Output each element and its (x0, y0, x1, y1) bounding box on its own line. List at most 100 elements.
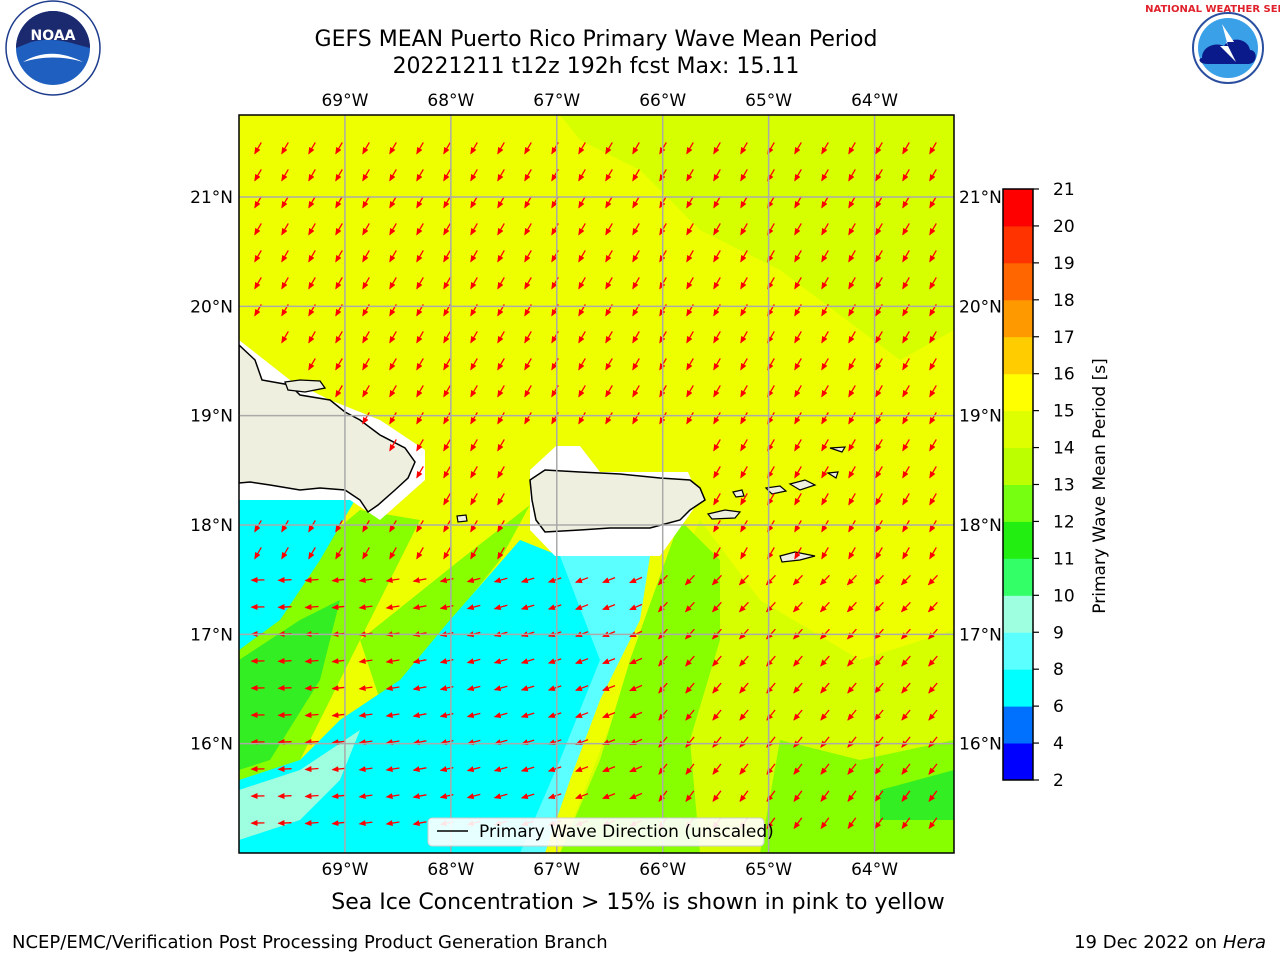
field-13-14-north (560, 115, 954, 360)
wave-arrow (605, 412, 613, 425)
wave-arrow (686, 223, 694, 236)
wave-arrow (578, 250, 586, 263)
wave-arrow (821, 169, 829, 182)
wave-arrow (685, 655, 695, 667)
lat-label-left: 17°N (190, 625, 233, 645)
wave-arrow (412, 712, 427, 719)
wave-arrow (412, 739, 427, 746)
wave-arrow (739, 709, 749, 721)
noaa-logo-text: NOAA (31, 28, 76, 44)
wave-arrow (416, 520, 424, 533)
wave-direction-arrows (250, 142, 938, 830)
wave-arrow (443, 385, 451, 398)
credit-text: NCEP/EMC/Verification Post Processing Pr… (12, 932, 608, 953)
wave-arrow (331, 739, 346, 746)
wave-arrow (254, 169, 262, 182)
wave-arrow (929, 358, 937, 371)
host-name: Hera (1222, 932, 1266, 953)
wave-arrow (493, 793, 508, 800)
wave-arrow (362, 385, 370, 398)
colorbar-tick-label: 8 (1053, 660, 1064, 680)
wave-arrow (929, 223, 937, 236)
land-tortola (788, 479, 817, 491)
wave-arrow (929, 547, 937, 560)
wave-arrow (304, 766, 319, 773)
wave-arrow (308, 142, 316, 155)
colorbar-swatch (1003, 225, 1033, 264)
colorbar-swatch (1003, 558, 1033, 596)
wave-arrow (686, 142, 694, 155)
wave-arrow (362, 547, 370, 560)
wave-arrow (820, 655, 830, 667)
wave-arrow (927, 601, 938, 613)
wave-arrow (335, 385, 343, 398)
wave-arrow (520, 685, 535, 692)
wave-arrow (929, 142, 937, 155)
wave-arrow (602, 576, 616, 584)
wave-period-field (239, 115, 954, 853)
wave-arrow (929, 331, 937, 344)
wave-arrow (412, 685, 427, 692)
wave-arrow (443, 520, 451, 533)
wave-arrow (794, 250, 802, 263)
wave-arrow (605, 331, 613, 344)
wave-arrow (929, 250, 937, 263)
wave-arrow (443, 169, 451, 182)
wave-arrow (385, 685, 400, 692)
wave-arrow (713, 520, 721, 533)
colorbar-swatch (1003, 373, 1033, 412)
wave-arrow (362, 223, 370, 236)
colorbar-swatch (1003, 189, 1033, 227)
wave-arrow (497, 196, 505, 209)
wave-arrow (605, 142, 613, 155)
lon-label-top: 68°W (427, 91, 474, 111)
wave-arrow (470, 223, 478, 236)
lat-label-left: 19°N (190, 407, 233, 427)
wave-arrow (629, 657, 643, 665)
land-culebra (732, 489, 745, 498)
wave-arrow (574, 766, 589, 772)
lon-label-top: 66°W (639, 91, 686, 111)
date-credit: 19 Dec 2022 on Hera (1074, 932, 1266, 953)
wave-arrow (929, 493, 937, 506)
wave-arrow (524, 358, 532, 371)
wave-arrow (520, 712, 535, 719)
wave-arrow (794, 277, 802, 290)
wave-arrow (443, 142, 451, 155)
lon-label-bottom: 69°W (321, 860, 368, 880)
wave-arrow (308, 196, 316, 209)
wave-arrow (385, 604, 400, 611)
wave-arrow (821, 520, 829, 533)
colorbar-swatch (1003, 521, 1033, 559)
wave-arrow (686, 169, 694, 182)
wave-arrow (902, 169, 910, 182)
wave-arrow (875, 385, 883, 398)
wave-arrow (738, 601, 749, 613)
wave-arrow (929, 196, 937, 209)
wave-arrow (602, 792, 616, 800)
wave-arrow (362, 412, 370, 425)
wave-arrow (493, 685, 508, 692)
wave-arrow (524, 385, 532, 398)
wave-arrow (497, 439, 505, 452)
wave-arrow (574, 793, 589, 799)
colorbar-tick-label: 13 (1053, 476, 1075, 496)
arrow-legend: Primary Wave Direction (unscaled) (427, 817, 774, 847)
lat-label-left: 16°N (190, 735, 233, 755)
wave-arrow (335, 520, 343, 533)
wave-arrow (875, 169, 883, 182)
lon-labels-top: 69°W 68°W 67°W 66°W 65°W 64°W (321, 91, 898, 111)
wave-arrow (740, 250, 748, 263)
wave-arrow (713, 412, 721, 425)
wave-arrow (602, 765, 616, 773)
wave-arrow (685, 763, 695, 775)
wave-arrow (331, 685, 346, 692)
wave-arrow (847, 736, 857, 748)
wave-arrow (497, 169, 505, 182)
wave-arrow (848, 169, 856, 182)
wave-arrow (331, 820, 346, 827)
wave-arrow (416, 385, 424, 398)
wave-arrow (281, 331, 289, 344)
land-virgin-gorda (826, 471, 839, 479)
wave-arrow (389, 223, 397, 236)
